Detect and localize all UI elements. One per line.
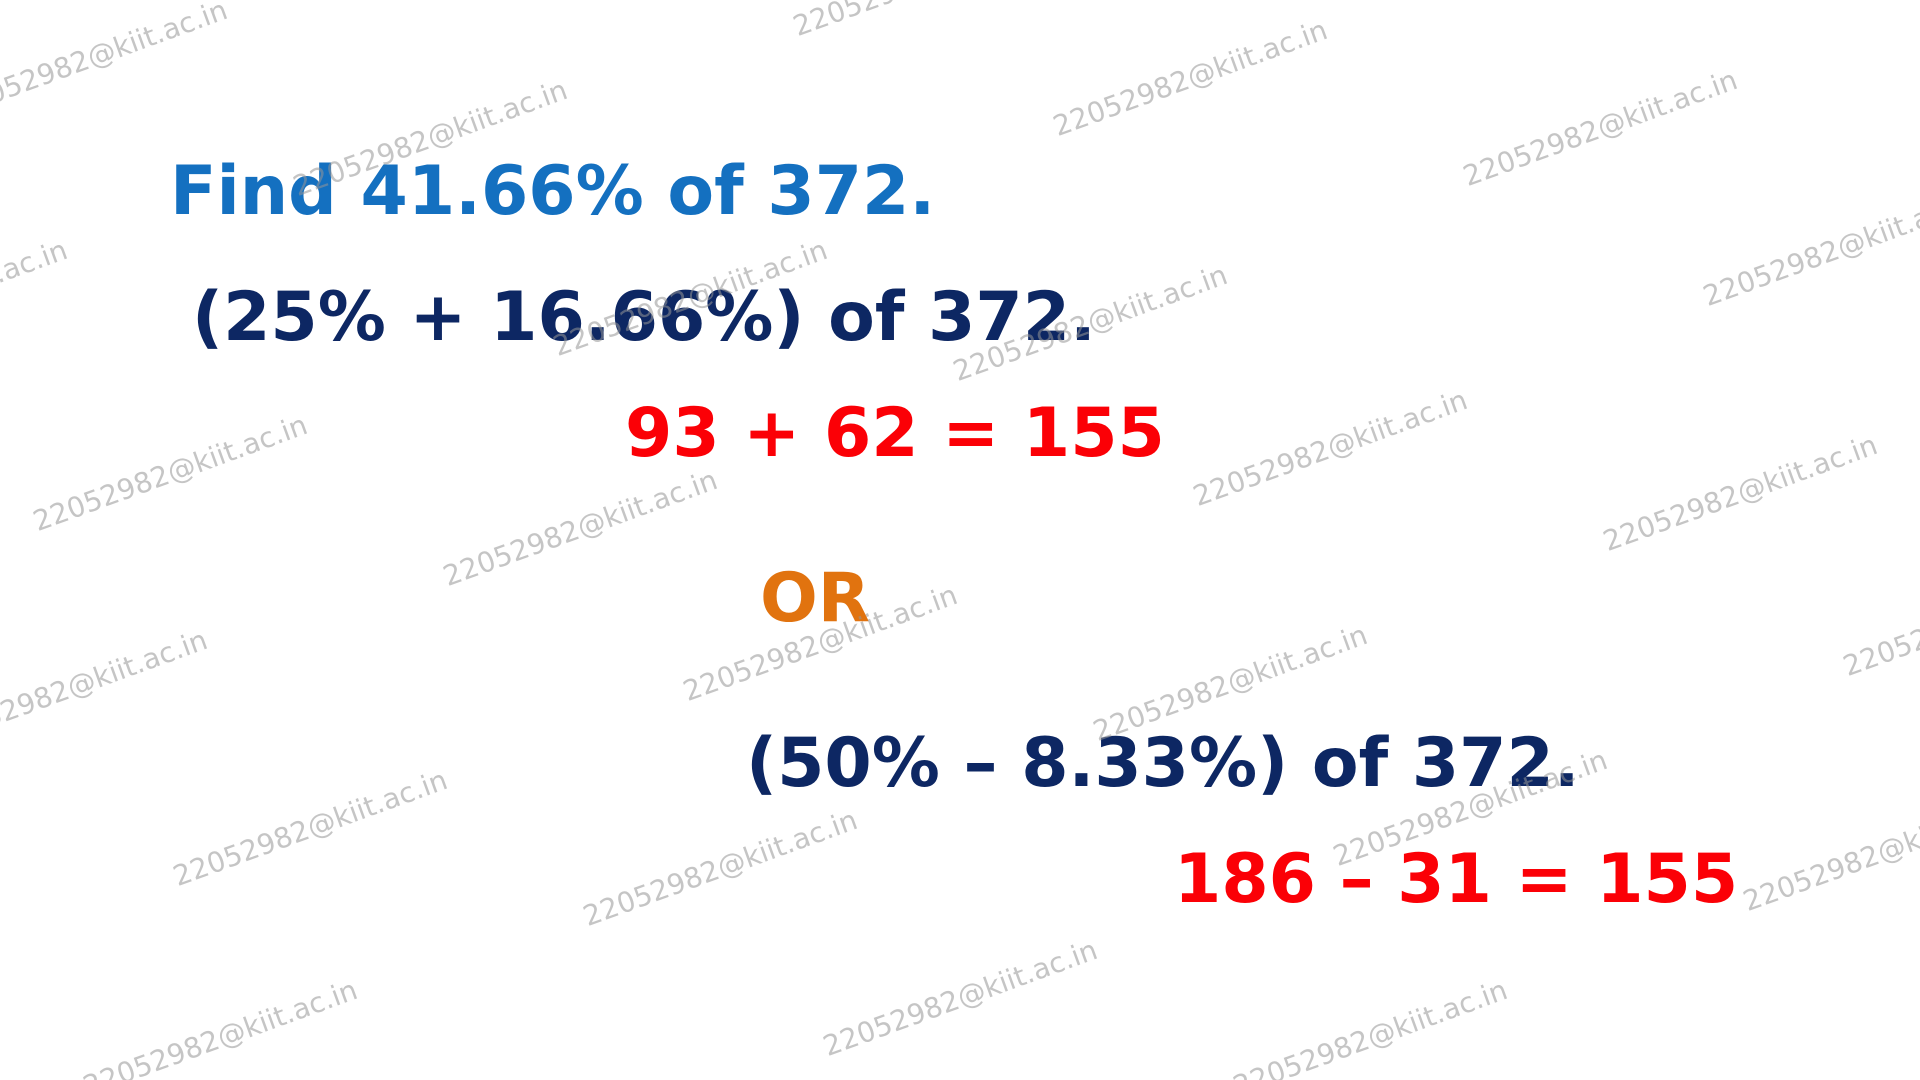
watermark-text: 22052982@kiit.ac.in [578, 803, 862, 933]
watermark-text: 22052982@kiit.ac.in [1838, 553, 1920, 683]
watermark-text: 22052982@kiit.ac.in [0, 0, 232, 124]
watermark-text: 22052982@kiit.ac.in [1738, 788, 1920, 918]
watermark-text: 22052982@kiit.ac.in [1458, 63, 1742, 193]
method-2-expression: (50% – 8.33%) of 372. [746, 724, 1580, 803]
watermark-text: 22052982@kiit.ac.in [818, 933, 1102, 1063]
or-separator: OR [760, 559, 871, 638]
watermark-text: 22052982@kiit.ac.in [78, 973, 362, 1080]
watermark-text: 22052982@kiit.ac.in [438, 463, 722, 593]
method-1-result: 93 + 62 = 155 [625, 394, 1165, 473]
watermark-text: 22052982@kiit.ac.in [28, 408, 312, 538]
watermark-text: 22052982@kiit.ac.in [789, 0, 1072, 43]
watermark-text: 22052982@kiit.ac.in [1228, 973, 1512, 1080]
watermark-text: 22052982@kiit.ac.in [1698, 183, 1920, 313]
problem-title: Find 41.66% of 372. [170, 152, 936, 231]
watermark-text: 22052982@kiit.ac.in [0, 623, 212, 753]
method-1-expression: (25% + 16.66%) of 372. [192, 278, 1096, 357]
watermark-text: 22052982@kiit.ac.in [0, 233, 72, 363]
method-2-result: 186 – 31 = 155 [1174, 840, 1739, 919]
watermark-text: 22052982@kiit.ac.in [1598, 428, 1882, 558]
watermark-text: 22052982@kiit.ac.in [168, 763, 452, 893]
watermark-text: 22052982@kiit.ac.in [1188, 383, 1472, 513]
watermark-text: 22052982@kiit.ac.in [1048, 13, 1332, 144]
